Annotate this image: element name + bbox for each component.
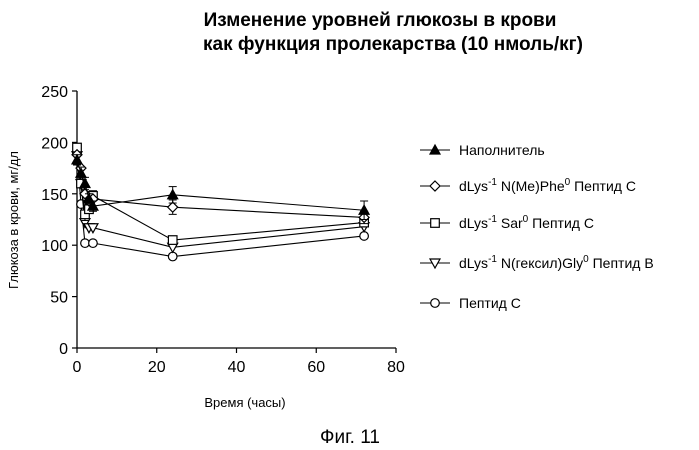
x-tick-label: 80 [387, 359, 405, 376]
legend-text-part: Пептид C [459, 295, 521, 311]
legend-label: dLys-1 N(гексил)Gly0 Пептид B [459, 254, 654, 271]
legend-label: dLys-1 Sar0 Пептид C [459, 214, 594, 231]
y-tick-label: 200 [41, 135, 68, 152]
legend-marker [430, 181, 440, 191]
legend-label: dLys-1 N(Me)Phe0 Пептид C [459, 177, 636, 194]
series-4 [72, 152, 369, 252]
series-line [77, 153, 364, 257]
legend-item-2: dLys-1 N(Me)Phe0 Пептид C [420, 177, 636, 194]
legend-text-part: Пептид C [570, 178, 636, 194]
legend-item-5: Пептид C [420, 295, 521, 311]
legend-marker [431, 219, 440, 228]
legend-text-part: dLys [459, 255, 488, 271]
legend-item-3: dLys-1 Sar0 Пептид C [420, 214, 594, 231]
data-point [168, 236, 177, 245]
legend-text-part: Пептид C [528, 215, 594, 231]
figure-caption: Фиг. 11 [320, 427, 380, 448]
legend-text-part: Пептид B [589, 255, 654, 271]
legend-text-part: dLys [459, 178, 488, 194]
data-point [89, 239, 98, 248]
data-point [168, 202, 178, 212]
y-tick-label: 250 [41, 84, 68, 101]
legend-item-4: dLys-1 N(гексил)Gly0 Пептид B [420, 254, 654, 271]
legend-label: Пептид C [459, 295, 521, 311]
chart-title-line-1: Изменение уровней глюкозы в крови [204, 10, 557, 31]
series-3 [73, 143, 369, 244]
legend-text-part: Наполнитель [459, 142, 545, 158]
series-2 [72, 150, 369, 224]
tick-marks: 0 50 100 150 200 250 0 20 40 60 80 [41, 84, 405, 376]
legend-text-part: dLys [459, 215, 488, 231]
legend-text-part: N(гексил)Gly [497, 255, 583, 271]
y-tick-label: 150 [41, 187, 68, 204]
legend-item-1: Наполнитель [420, 142, 545, 158]
plot-area [72, 143, 369, 261]
data-point [168, 190, 178, 199]
legend: НаполнительdLys-1 N(Me)Phe0 Пептид CdLys… [420, 142, 654, 311]
x-tick-label: 60 [307, 359, 325, 376]
axes [77, 91, 396, 348]
series-line [77, 155, 364, 218]
legend-text-part: Sar [497, 215, 523, 231]
data-point [81, 239, 90, 248]
data-point [360, 232, 369, 241]
x-tick-label: 40 [228, 359, 246, 376]
y-tick-label: 100 [41, 238, 68, 255]
y-tick-label: 50 [50, 290, 68, 307]
legend-label: Наполнитель [459, 142, 545, 158]
series-5 [73, 148, 369, 260]
chart-title-line-2: как функция пролекарства (10 нмоль/кг) [203, 34, 583, 55]
data-point [168, 252, 177, 261]
y-axis-label: Глюкоза в крови, мг/дл [6, 151, 21, 289]
series-line [77, 160, 364, 210]
series-line [77, 148, 364, 241]
y-tick-label: 0 [59, 341, 68, 358]
chart-title: Изменение уровней глюкозы в крови как фу… [203, 10, 583, 55]
legend-text-part: N(Me)Phe [497, 178, 565, 194]
x-tick-label: 20 [148, 359, 166, 376]
x-tick-label: 0 [73, 359, 82, 376]
x-axis-label: Время (часы) [204, 395, 285, 410]
legend-marker [431, 299, 440, 308]
